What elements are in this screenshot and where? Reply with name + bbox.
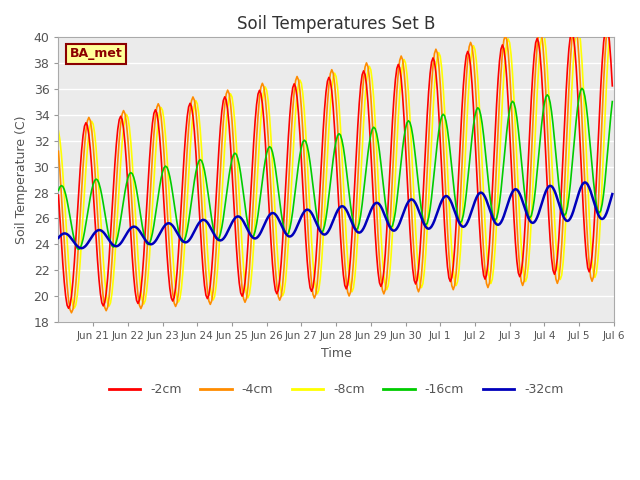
Text: BA_met: BA_met (70, 47, 122, 60)
Title: Soil Temperatures Set B: Soil Temperatures Set B (237, 15, 435, 33)
X-axis label: Time: Time (321, 347, 351, 360)
Legend: -2cm, -4cm, -8cm, -16cm, -32cm: -2cm, -4cm, -8cm, -16cm, -32cm (104, 378, 568, 401)
Y-axis label: Soil Temperature (C): Soil Temperature (C) (15, 115, 28, 244)
